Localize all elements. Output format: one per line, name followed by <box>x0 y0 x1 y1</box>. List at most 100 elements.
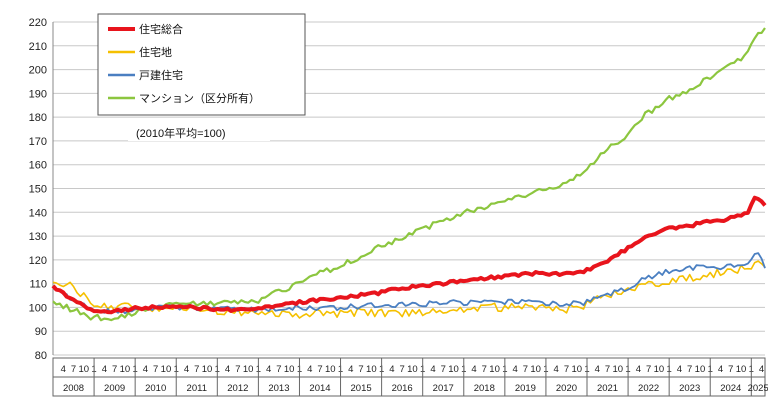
year-label: 2013 <box>268 383 289 394</box>
month-tick-label: 4 <box>759 364 764 375</box>
month-tick-label: 10 <box>161 364 172 375</box>
month-tick-label: 7 <box>276 364 281 375</box>
year-label: 2023 <box>679 383 700 394</box>
legend-label: マンション（区分所有） <box>139 91 260 105</box>
month-tick-label: 4 <box>677 364 682 375</box>
year-label: 2016 <box>392 383 413 394</box>
month-tick-label: 4 <box>430 364 435 375</box>
month-tick-label: 4 <box>143 364 148 375</box>
legend-label: 住宅地 <box>139 45 172 59</box>
month-tick-label: 7 <box>646 364 651 375</box>
series-line <box>52 260 766 319</box>
month-tick-label: 4 <box>307 364 312 375</box>
month-tick-label: 7 <box>523 364 528 375</box>
month-tick-label: 10 <box>489 364 500 375</box>
month-tick-label: 7 <box>317 364 322 375</box>
month-tick-label: 10 <box>120 364 131 375</box>
y-tick-label: 80 <box>35 350 47 362</box>
month-tick-label: 7 <box>112 364 117 375</box>
month-tick-label: 10 <box>243 364 254 375</box>
month-tick-label: 10 <box>736 364 747 375</box>
month-tick-label: 7 <box>441 364 446 375</box>
month-tick-label: 7 <box>235 364 240 375</box>
y-tick-label: 150 <box>29 184 47 196</box>
legend-label: 住宅総合 <box>139 22 183 36</box>
year-label: 2009 <box>104 383 125 394</box>
y-tick-label: 200 <box>29 65 47 77</box>
month-tick-label: 7 <box>564 364 569 375</box>
month-tick-label: 4 <box>471 364 476 375</box>
month-tick-label: 10 <box>407 364 418 375</box>
month-tick-label: 10 <box>79 364 90 375</box>
month-tick-label: 4 <box>61 364 66 375</box>
year-label: 2021 <box>597 383 618 394</box>
month-tick-label: 10 <box>448 364 459 375</box>
year-label: 2020 <box>556 383 577 394</box>
year-label: 2008 <box>63 383 84 394</box>
month-tick-label: 4 <box>225 364 230 375</box>
series-line <box>52 27 766 322</box>
year-label: 2010 <box>145 383 166 394</box>
month-tick-label: 4 <box>554 364 559 375</box>
year-label: 2024 <box>720 383 741 394</box>
month-tick-label: 4 <box>102 364 107 375</box>
year-label: 2012 <box>227 383 248 394</box>
y-tick-label: 180 <box>29 112 47 124</box>
month-tick-label: 7 <box>728 364 733 375</box>
y-tick-label: 160 <box>29 160 47 172</box>
month-tick-label: 4 <box>636 364 641 375</box>
month-tick-label: 7 <box>687 364 692 375</box>
year-label: 2014 <box>309 383 330 394</box>
month-tick-label: 4 <box>348 364 353 375</box>
base-year-note: (2010年平均=100) <box>136 126 226 140</box>
series-lines <box>51 27 767 322</box>
month-tick-label: 7 <box>71 364 76 375</box>
y-tick-label: 120 <box>29 255 47 267</box>
month-tick-label: 4 <box>595 364 600 375</box>
month-tick-label: 7 <box>400 364 405 375</box>
y-tick-label: 110 <box>29 279 47 291</box>
year-label: 2017 <box>433 383 454 394</box>
legend-label: 戸建住宅 <box>139 68 183 82</box>
month-tick-label: 10 <box>654 364 665 375</box>
month-tick-label: 7 <box>358 364 363 375</box>
series-line <box>51 195 767 315</box>
year-label: 2019 <box>515 383 536 394</box>
y-tick-label: 130 <box>29 231 47 243</box>
year-label: 2018 <box>474 383 495 394</box>
year-label: 2022 <box>638 383 659 394</box>
month-tick-label: 10 <box>530 364 541 375</box>
month-tick-label: 4 <box>389 364 394 375</box>
month-tick-label: 10 <box>366 364 377 375</box>
note-mask <box>128 125 270 141</box>
y-tick-label: 190 <box>29 88 47 100</box>
month-tick-label: 10 <box>695 364 706 375</box>
year-label: 2015 <box>351 383 372 394</box>
y-tick-labels: 80 90 100 110 120 130 140 150 160 170 180 190 200 210… <box>29 17 47 362</box>
month-tick-label: 7 <box>605 364 610 375</box>
month-tick-label: 4 <box>184 364 189 375</box>
month-tick-label: 10 <box>202 364 213 375</box>
month-tick-label: 7 <box>153 364 158 375</box>
year-label: 2011 <box>187 383 207 394</box>
month-tick-label: 10 <box>284 364 295 375</box>
month-tick-label: 10 <box>613 364 624 375</box>
month-tick-label: 4 <box>266 364 271 375</box>
month-tick-label: 7 <box>482 364 487 375</box>
month-tick-label: 7 <box>194 364 199 375</box>
month-tick-label: 10 <box>571 364 582 375</box>
month-tick-label: 4 <box>718 364 723 375</box>
y-tick-label: 220 <box>29 17 47 29</box>
y-tick-label: 100 <box>29 302 47 314</box>
x-axis: 2008471012009471012010471012011471012012… <box>52 357 768 397</box>
month-tick-label: 4 <box>512 364 517 375</box>
year-label: 2025 <box>748 383 768 394</box>
y-tick-label: 140 <box>29 207 47 219</box>
y-tick-label: 90 <box>35 326 47 338</box>
month-tick-label: 10 <box>325 364 336 375</box>
y-tick-label: 170 <box>29 136 47 148</box>
y-tick-label: 210 <box>29 41 47 53</box>
